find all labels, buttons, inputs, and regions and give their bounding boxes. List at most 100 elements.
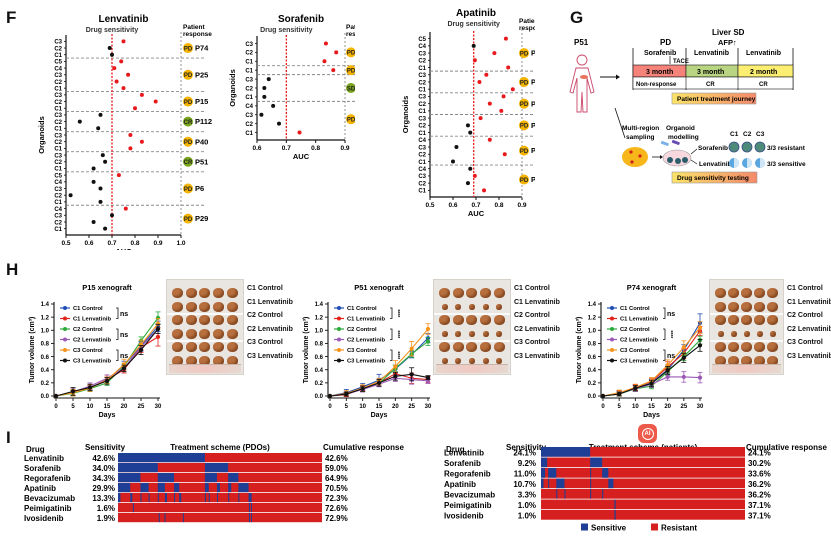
organoid-label: C2 — [54, 220, 62, 226]
legend-sensitive-label: Sensitive — [591, 524, 627, 533]
organoid-label: C3 — [54, 73, 62, 79]
sensitive-segment — [182, 513, 184, 523]
response-badge-pd — [183, 96, 193, 107]
tumor-group-label: C2 Lenvatinib — [514, 325, 560, 333]
y-tick-label: 1.0 — [41, 328, 50, 334]
legend-label: C2 Lenvatinib — [73, 338, 111, 344]
significance-bracket — [116, 307, 119, 319]
tumor-photo-row — [438, 325, 506, 343]
tumor-photo-row — [171, 284, 239, 302]
x-tick-label: 0.7 — [107, 240, 116, 247]
resistant-organoid-point — [297, 130, 302, 135]
significance-bracket — [390, 328, 393, 340]
tumor-photo-row — [714, 338, 779, 356]
ai-assistant-button[interactable]: AI — [638, 424, 657, 443]
sensitive-organoid-point — [465, 181, 470, 186]
sensitive-segment — [164, 513, 166, 523]
y-tick-label: 1.2 — [315, 315, 324, 321]
y-tick-label: 1.2 — [41, 315, 50, 321]
drug-label: Peimigatinib — [24, 504, 72, 513]
sensitive-segment — [590, 489, 592, 499]
x-tick-label: 0.7 — [471, 202, 480, 209]
sensitive-segment — [608, 478, 614, 489]
tumor-specimen — [199, 342, 211, 352]
resistant-organoid-point — [133, 106, 137, 111]
patient-id: P51 — [574, 38, 589, 47]
response-badge-label: PD — [520, 149, 529, 155]
sensitive-organoid-point — [77, 119, 82, 124]
treatment-scheme-header: Treatment scheme (PDOs) — [170, 443, 270, 452]
sensitive-segment — [228, 473, 239, 483]
x-tick-label: 0.7 — [282, 145, 291, 152]
legend-label: C3 Control — [347, 348, 377, 354]
sensitivity-value: 3.3% — [518, 491, 536, 500]
sensitive-segment — [556, 489, 558, 499]
drug-testing-label: Drug sensitivity testing — [677, 175, 749, 182]
tumor-specimen — [715, 288, 726, 298]
phase-2-response: CR — [706, 82, 715, 88]
tumor-photo-row — [438, 338, 506, 356]
x-tick-label: 0 — [601, 404, 605, 410]
response-badge-pd — [346, 47, 355, 58]
organoid-label: C2 — [54, 140, 62, 146]
organoid-label: C1 — [418, 109, 426, 115]
organoid-label: C1 — [418, 131, 426, 137]
data-point — [409, 346, 414, 351]
drug-sensitivity-header: Drug sensitivity — [447, 21, 500, 28]
x-tick-label: 15 — [376, 404, 383, 410]
response-badge-label: PD — [520, 178, 529, 184]
y-axis-label: Organoids — [228, 69, 237, 107]
tumor-specimen — [172, 315, 184, 325]
tumor-specimen — [226, 315, 238, 325]
tumor-specimen — [728, 355, 739, 366]
legend-marker — [337, 306, 341, 310]
x-axis-label: AUC — [115, 247, 132, 250]
chart-title: Sorafenib — [278, 14, 324, 25]
resistant-organoid-point — [139, 92, 144, 97]
pdo-treatment-scheme-chart: Drug Sensitivity Treatment scheme (PDOs) Cu… — [24, 443, 404, 523]
photo-divider — [710, 312, 783, 315]
sensitive-segment — [204, 493, 206, 503]
cumulative-value: 30.2% — [748, 459, 771, 468]
tace-label: TACE — [673, 59, 689, 65]
tumor-specimen — [741, 342, 752, 352]
resistant-row-bar — [118, 513, 322, 523]
organoid-label: C5 — [54, 60, 62, 66]
organoid-label: C4 — [418, 167, 426, 173]
tumor-specimen — [199, 355, 211, 366]
cumulative-value: 33.6% — [748, 470, 771, 479]
legend-marker — [337, 337, 341, 342]
phase-3-duration: 2 month — [750, 69, 777, 76]
response-badge-label: SD — [347, 86, 355, 92]
patient-label: P36 — [531, 146, 535, 155]
sorafenib-auc-chart: Sorafenib Drug sensitivity Patientresponse… — [228, 14, 355, 161]
ruler — [169, 364, 241, 373]
tumor-photo-row — [714, 284, 779, 302]
resistant-organoid-point — [477, 79, 482, 84]
organoid-label: C3 — [54, 113, 62, 119]
tumor-group-label: C1 Lenvatinib — [514, 298, 560, 306]
organoid-label: C3 — [54, 133, 62, 139]
organoid-label: C1 — [418, 66, 426, 72]
sensitive-segment — [556, 478, 565, 489]
legend-sensitive-swatch — [581, 523, 588, 531]
patient-label: P88 — [531, 175, 535, 184]
x-tick-label: 25 — [680, 404, 687, 410]
sampling-label-2: sampling — [626, 134, 655, 141]
response-badge-sd — [346, 83, 355, 93]
tumor-photo-row — [714, 352, 779, 370]
response-badge-pd — [183, 136, 193, 147]
y-tick-label: 0.8 — [588, 342, 597, 348]
x-tick-label: 5 — [617, 404, 621, 410]
sensitive-organoid-point — [259, 112, 264, 117]
organoid-label: C1 — [54, 107, 62, 113]
ruler — [436, 364, 508, 373]
modelling-label-1: Organoid — [666, 125, 695, 132]
patient-label: P41 — [531, 99, 535, 108]
x-tick-label: 0.6 — [84, 240, 93, 247]
resistant-organoid-point — [139, 139, 144, 144]
x-tick-label: 20 — [392, 404, 399, 410]
sensitive-segment — [174, 483, 180, 493]
organoid-label: C1 — [54, 53, 62, 59]
